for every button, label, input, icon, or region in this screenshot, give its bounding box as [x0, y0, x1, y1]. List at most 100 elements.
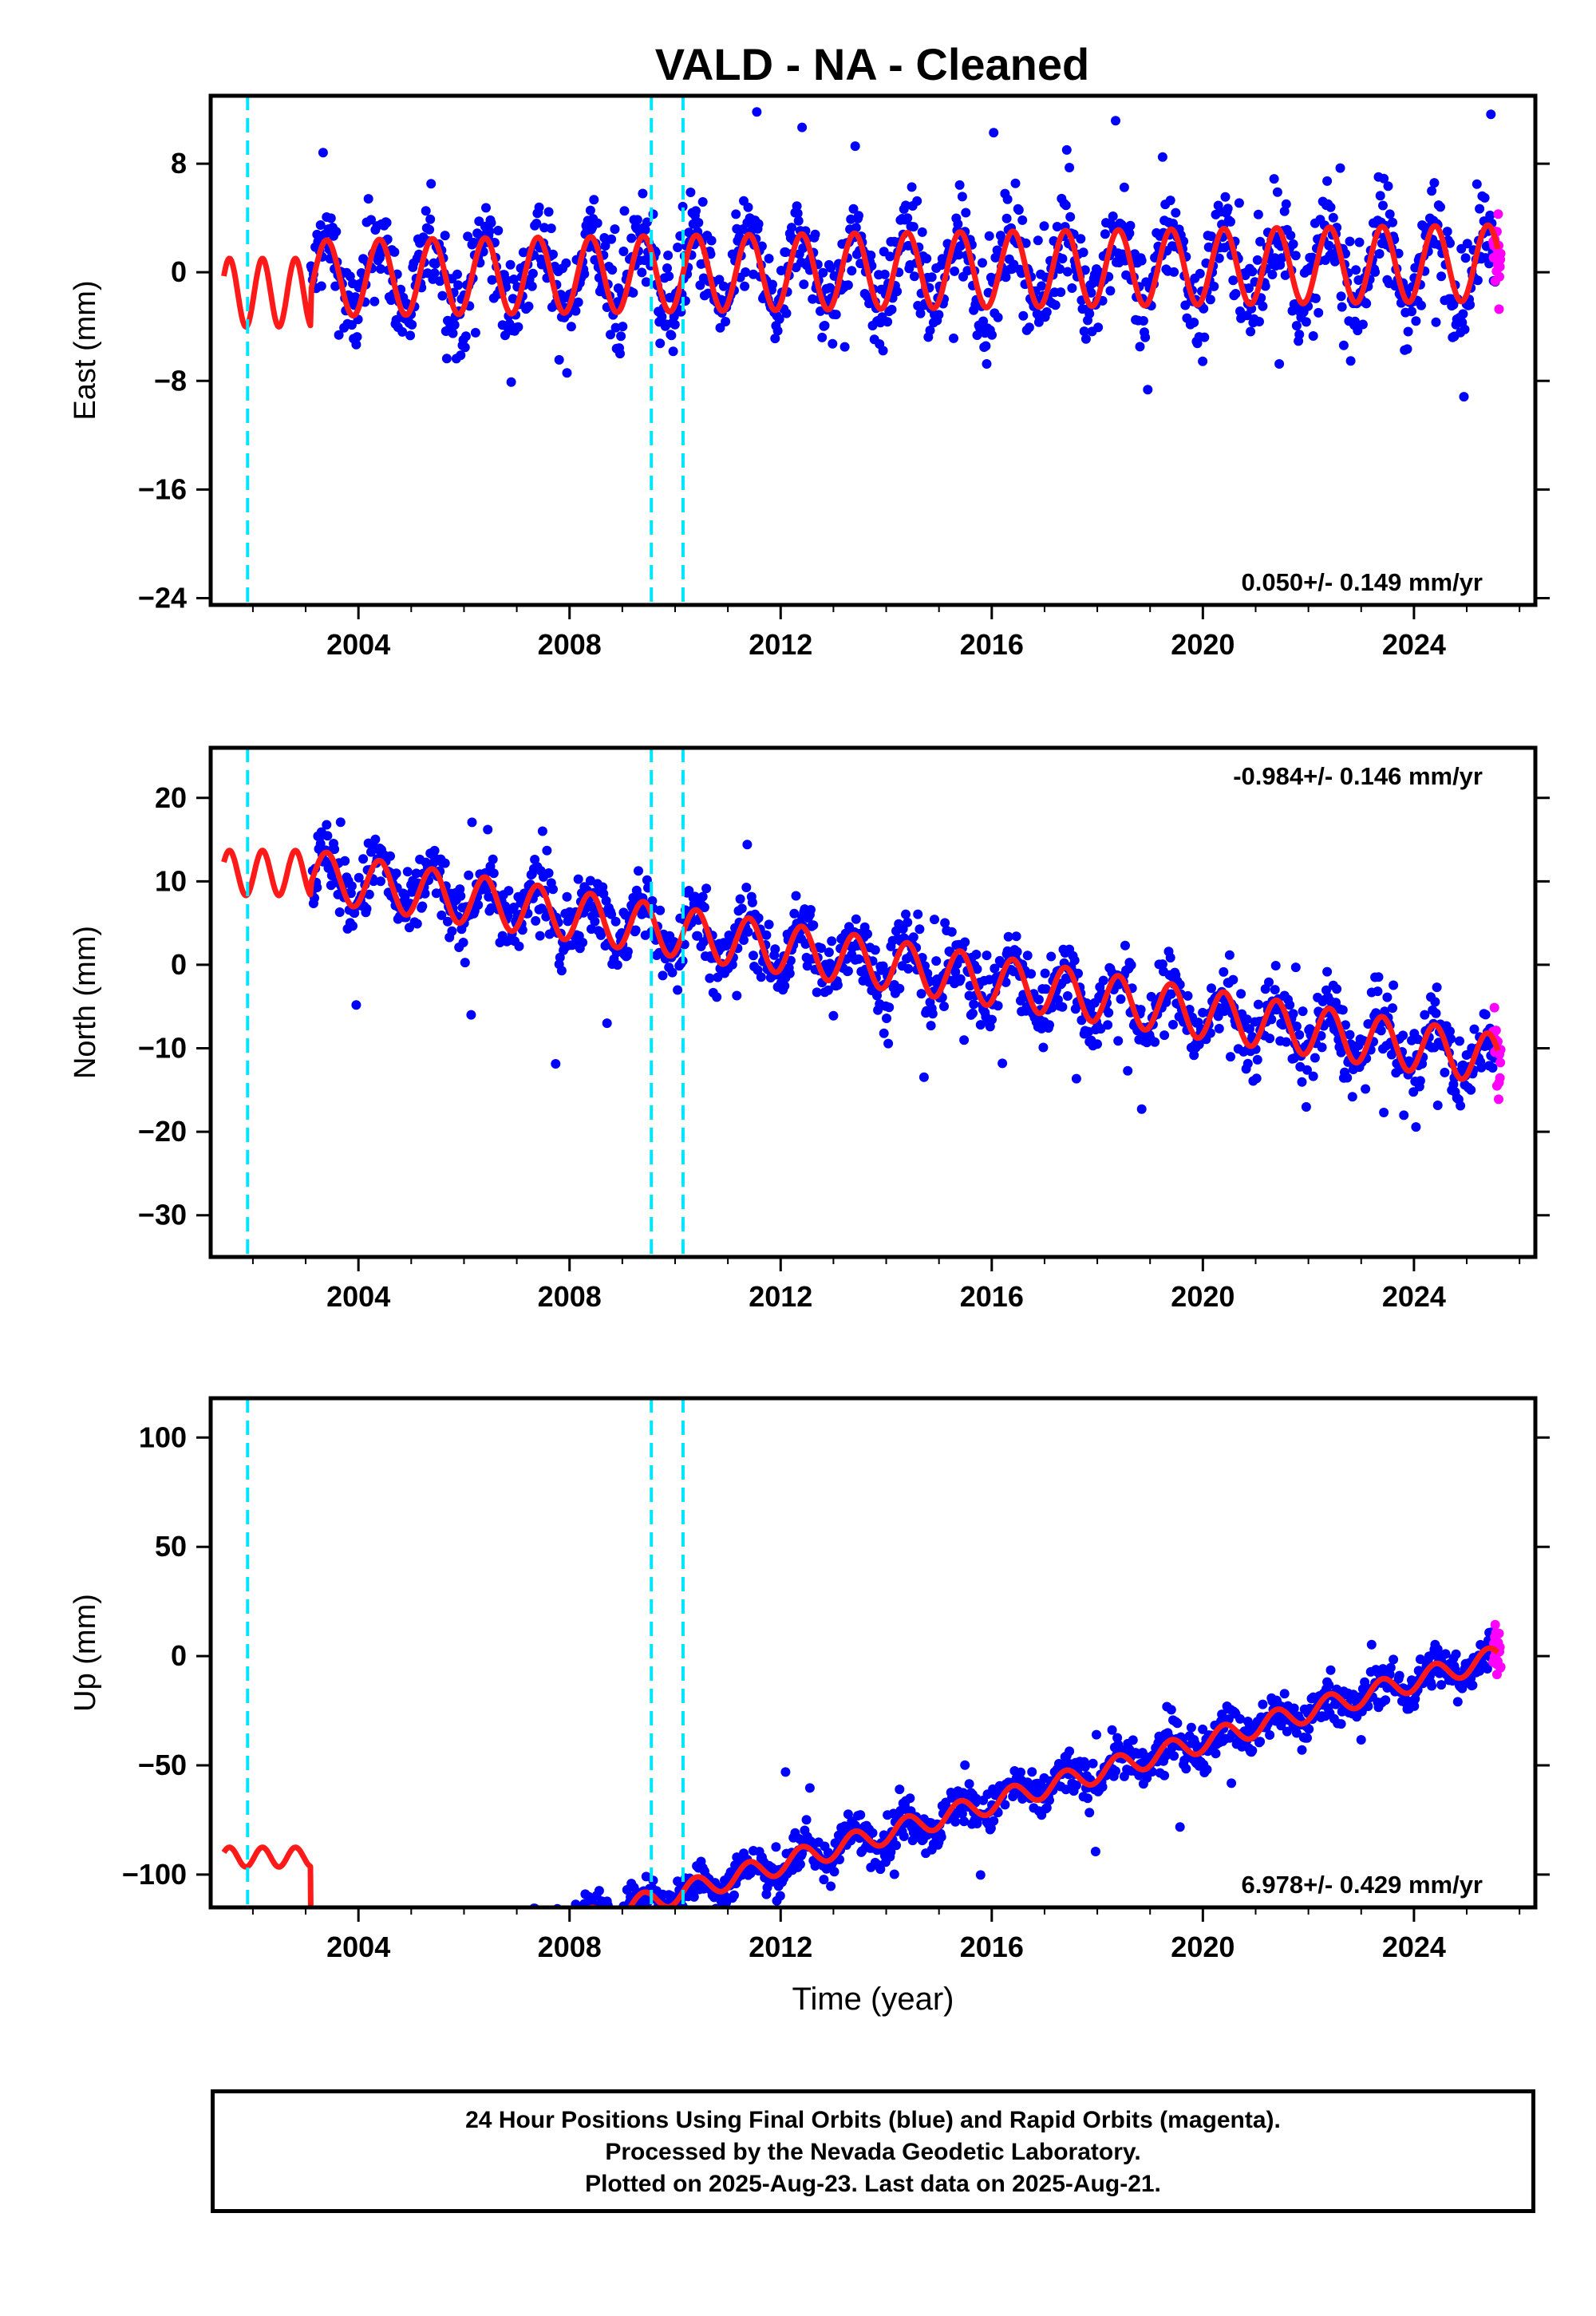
data-point [513, 1939, 523, 1949]
data-point [403, 1996, 413, 2006]
data-point [437, 1942, 447, 1951]
data-point [332, 1987, 342, 1997]
x-tick-label: 2020 [1171, 1931, 1235, 1963]
data-point [913, 909, 923, 919]
data-point [1394, 1670, 1404, 1681]
data-point [312, 883, 322, 892]
data-point [959, 1816, 970, 1827]
data-point [678, 201, 688, 211]
data-point [668, 346, 678, 357]
data-point [504, 886, 514, 896]
data-point [441, 1957, 451, 1966]
data-point [1432, 1101, 1443, 1110]
data-point [1065, 163, 1075, 172]
data-point [628, 287, 638, 298]
data-point [915, 308, 926, 318]
data-point [637, 267, 647, 278]
data-point [487, 1944, 496, 1954]
data-point [460, 342, 470, 353]
panel-2: 20 10 0 −10 −20 −30 2004 2008 2012 2016 2020 2024 No… [69, 745, 1550, 1313]
data-point [775, 1891, 785, 1901]
data-point [662, 263, 672, 273]
data-point [964, 1779, 974, 1789]
data-point [1092, 1729, 1101, 1740]
rapid-data-point [1489, 1002, 1499, 1013]
data-point [954, 250, 964, 260]
data-point [512, 1954, 522, 1963]
data-point [772, 326, 783, 336]
data-point [314, 1994, 324, 2003]
data-point [363, 194, 373, 204]
data-point [389, 1973, 398, 1982]
data-point [475, 1953, 484, 1962]
data-point [905, 1793, 915, 1804]
rapid-data-point [1491, 1026, 1501, 1036]
data-point [851, 223, 861, 233]
data-point [1302, 1065, 1312, 1075]
data-point [417, 1967, 426, 1977]
data-point [453, 280, 464, 290]
data-point [1472, 275, 1483, 286]
data-point [1252, 1054, 1262, 1065]
data-point [425, 1933, 435, 1943]
data-point [531, 915, 541, 926]
data-point [1265, 1034, 1275, 1044]
data-point [500, 1960, 509, 1970]
data-point [1472, 179, 1482, 189]
data-point [670, 319, 680, 330]
data-point [493, 225, 504, 235]
data-point [903, 240, 914, 251]
rapid-data-point [1495, 248, 1506, 259]
data-point [456, 891, 466, 901]
data-point [669, 311, 679, 322]
data-point [358, 854, 369, 864]
data-point [1455, 1036, 1464, 1046]
data-point [488, 1931, 497, 1940]
data-point [743, 202, 753, 212]
data-point [823, 985, 833, 995]
data-point [1040, 968, 1050, 978]
data-point [1351, 265, 1361, 275]
data-point [610, 916, 621, 927]
y-axis-label: North (mm) [69, 926, 102, 1079]
data-point [776, 266, 786, 275]
data-point [435, 276, 445, 287]
data-point [516, 1935, 525, 1945]
data-point [613, 1932, 622, 1942]
data-point [398, 1998, 408, 2008]
data-point [1078, 247, 1088, 258]
data-point [408, 1976, 417, 1986]
data-point [423, 1938, 433, 1947]
data-point [998, 1058, 1008, 1069]
data-point [1366, 1639, 1377, 1650]
data-point [1071, 1073, 1081, 1084]
data-point [611, 1928, 621, 1938]
data-point [512, 1938, 521, 1947]
data-point [309, 1978, 318, 1987]
data-point [537, 1915, 547, 1925]
data-point [1010, 178, 1021, 188]
data-point [953, 219, 963, 229]
data-point [1322, 966, 1333, 977]
data-point [599, 1916, 609, 1926]
data-point [1012, 947, 1022, 957]
data-point [761, 930, 772, 940]
data-point [886, 1847, 896, 1857]
data-point [436, 1957, 445, 1966]
data-point [598, 1911, 608, 1920]
data-point [387, 1991, 397, 2001]
data-point [867, 1828, 878, 1838]
data-point [663, 251, 674, 260]
data-point [538, 1919, 547, 1928]
data-point [366, 215, 376, 225]
y-tick-label: 0 [171, 1639, 187, 1672]
data-point [460, 958, 470, 968]
data-point [903, 917, 913, 927]
data-point [799, 279, 809, 290]
data-point [1061, 144, 1072, 155]
data-point [1084, 1808, 1095, 1818]
data-point [826, 263, 836, 273]
data-point [316, 281, 326, 291]
data-point [741, 883, 752, 892]
